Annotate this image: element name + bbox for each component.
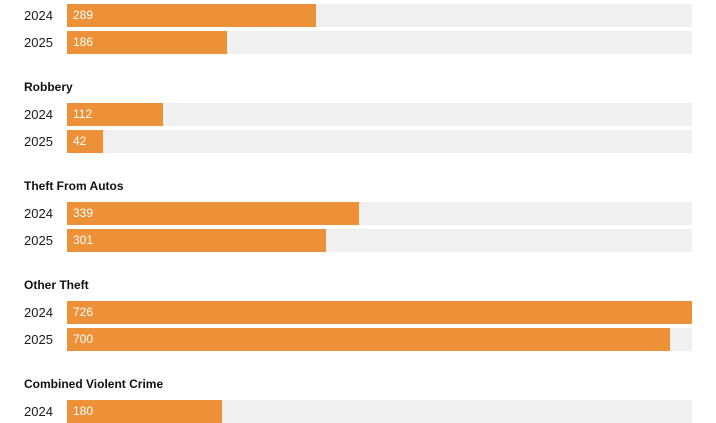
group-title: Other Theft — [24, 278, 89, 292]
bar-value-label: 42 — [73, 134, 87, 148]
bar-value-label: 726 — [73, 305, 94, 319]
year-label: 2025 — [24, 332, 53, 347]
bar-value-label: 289 — [73, 8, 94, 22]
bar-value-label: 700 — [73, 332, 94, 346]
bar: 289 — [67, 4, 316, 27]
bar: 42 — [67, 130, 103, 153]
year-label: 2024 — [24, 107, 53, 122]
bar: 726 — [67, 301, 692, 324]
bar-track: 289 — [67, 4, 692, 27]
year-label: 2025 — [24, 134, 53, 149]
bar-track: 186 — [67, 31, 692, 54]
bar: 339 — [67, 202, 359, 225]
bar-value-label: 186 — [73, 35, 94, 49]
bar-track: 180 — [67, 400, 692, 423]
year-label: 2024 — [24, 8, 53, 23]
group-title: Combined Violent Crime — [24, 377, 164, 391]
bar-track: 42 — [67, 130, 692, 153]
bar: 186 — [67, 31, 227, 54]
group-title: Robbery — [24, 80, 73, 94]
bar-value-label: 339 — [73, 206, 94, 220]
bar: 180 — [67, 400, 222, 423]
year-label: 2024 — [24, 404, 53, 419]
bar: 112 — [67, 103, 163, 126]
group-title: Theft From Autos — [24, 179, 124, 193]
year-label: 2025 — [24, 233, 53, 248]
bar: 301 — [67, 229, 326, 252]
bar-value-label: 301 — [73, 233, 94, 247]
bar-track: 700 — [67, 328, 692, 351]
year-label: 2024 — [24, 206, 53, 221]
bar-track: 339 — [67, 202, 692, 225]
bar-value-label: 180 — [73, 404, 94, 418]
bar-track: 112 — [67, 103, 692, 126]
bar: 700 — [67, 328, 670, 351]
bar-value-label: 112 — [73, 107, 93, 121]
bar-track: 301 — [67, 229, 692, 252]
year-label: 2024 — [24, 305, 53, 320]
bar-track: 726 — [67, 301, 692, 324]
year-label: 2025 — [24, 35, 53, 50]
